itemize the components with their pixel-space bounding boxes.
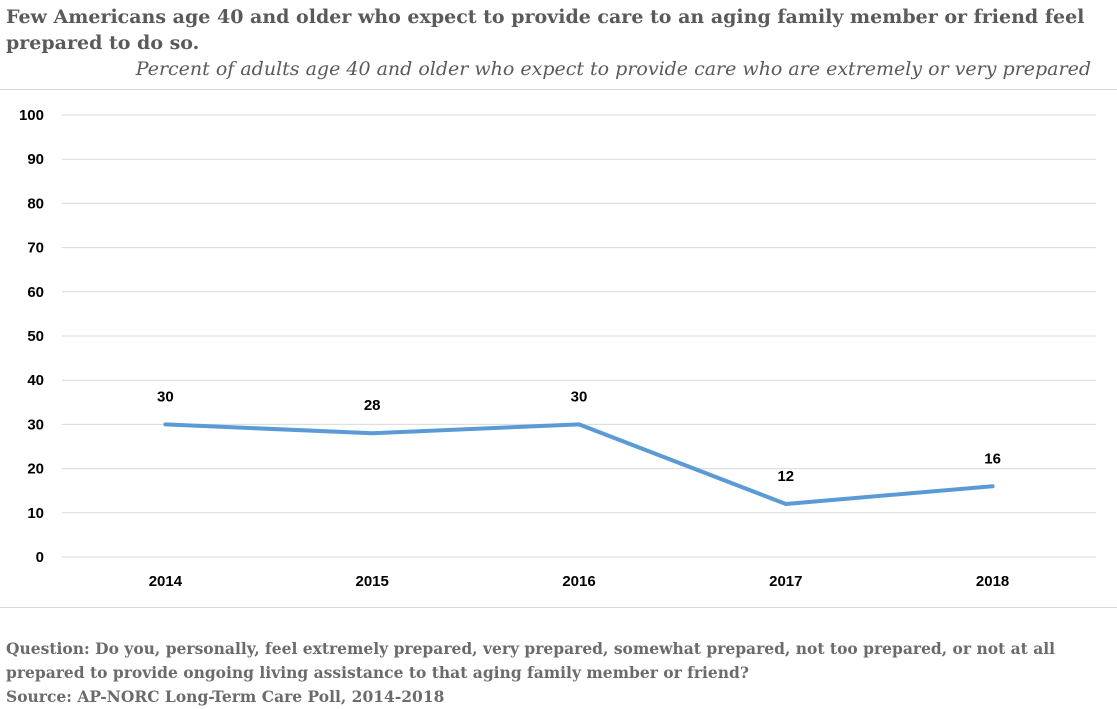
y-tick-label: 30 xyxy=(27,416,44,433)
y-tick-label: 20 xyxy=(27,461,44,478)
x-tick-label: 2018 xyxy=(976,573,1009,590)
series-line xyxy=(163,422,995,506)
footer-source: Source: AP-NORC Long-Term Care Poll, 201… xyxy=(6,687,445,706)
data-label: 28 xyxy=(364,397,381,414)
chart-footer: Question: Do you, personally, feel extre… xyxy=(6,637,1111,709)
footer-question: Question: Do you, personally, feel extre… xyxy=(6,639,1056,682)
x-tick-label: 2014 xyxy=(149,573,183,590)
y-tick-label: 70 xyxy=(27,240,44,257)
y-tick-label: 10 xyxy=(27,505,44,522)
header-divider xyxy=(0,89,1117,90)
data-label: 12 xyxy=(777,468,794,485)
y-axis-ticks: 0 10 20 30 40 50 60 70 80 90 100 xyxy=(19,107,44,566)
data-label: 16 xyxy=(984,450,1001,467)
y-tick-label: 60 xyxy=(27,284,44,301)
footer-divider xyxy=(0,607,1117,608)
chart-subtitle: Percent of adults age 40 and older who e… xyxy=(135,58,1091,80)
y-tick-label: 0 xyxy=(36,549,44,566)
data-labels: 30 28 30 12 16 xyxy=(157,388,1001,485)
x-tick-label: 2017 xyxy=(769,573,802,590)
gridlines xyxy=(62,114,1096,558)
y-tick-label: 40 xyxy=(27,372,44,389)
y-tick-label: 80 xyxy=(27,195,44,212)
data-label: 30 xyxy=(571,388,588,405)
x-tick-label: 2016 xyxy=(562,573,595,590)
data-label: 30 xyxy=(157,388,174,405)
x-tick-label: 2015 xyxy=(356,573,389,590)
x-axis-ticks: 2014 2015 2016 2017 2018 xyxy=(149,573,1010,590)
y-tick-label: 90 xyxy=(27,151,44,168)
y-tick-label: 50 xyxy=(27,328,44,345)
chart-title: Few Americans age 40 and older who expec… xyxy=(6,6,1085,54)
series-line-path xyxy=(163,422,995,506)
y-tick-label: 100 xyxy=(19,107,44,124)
